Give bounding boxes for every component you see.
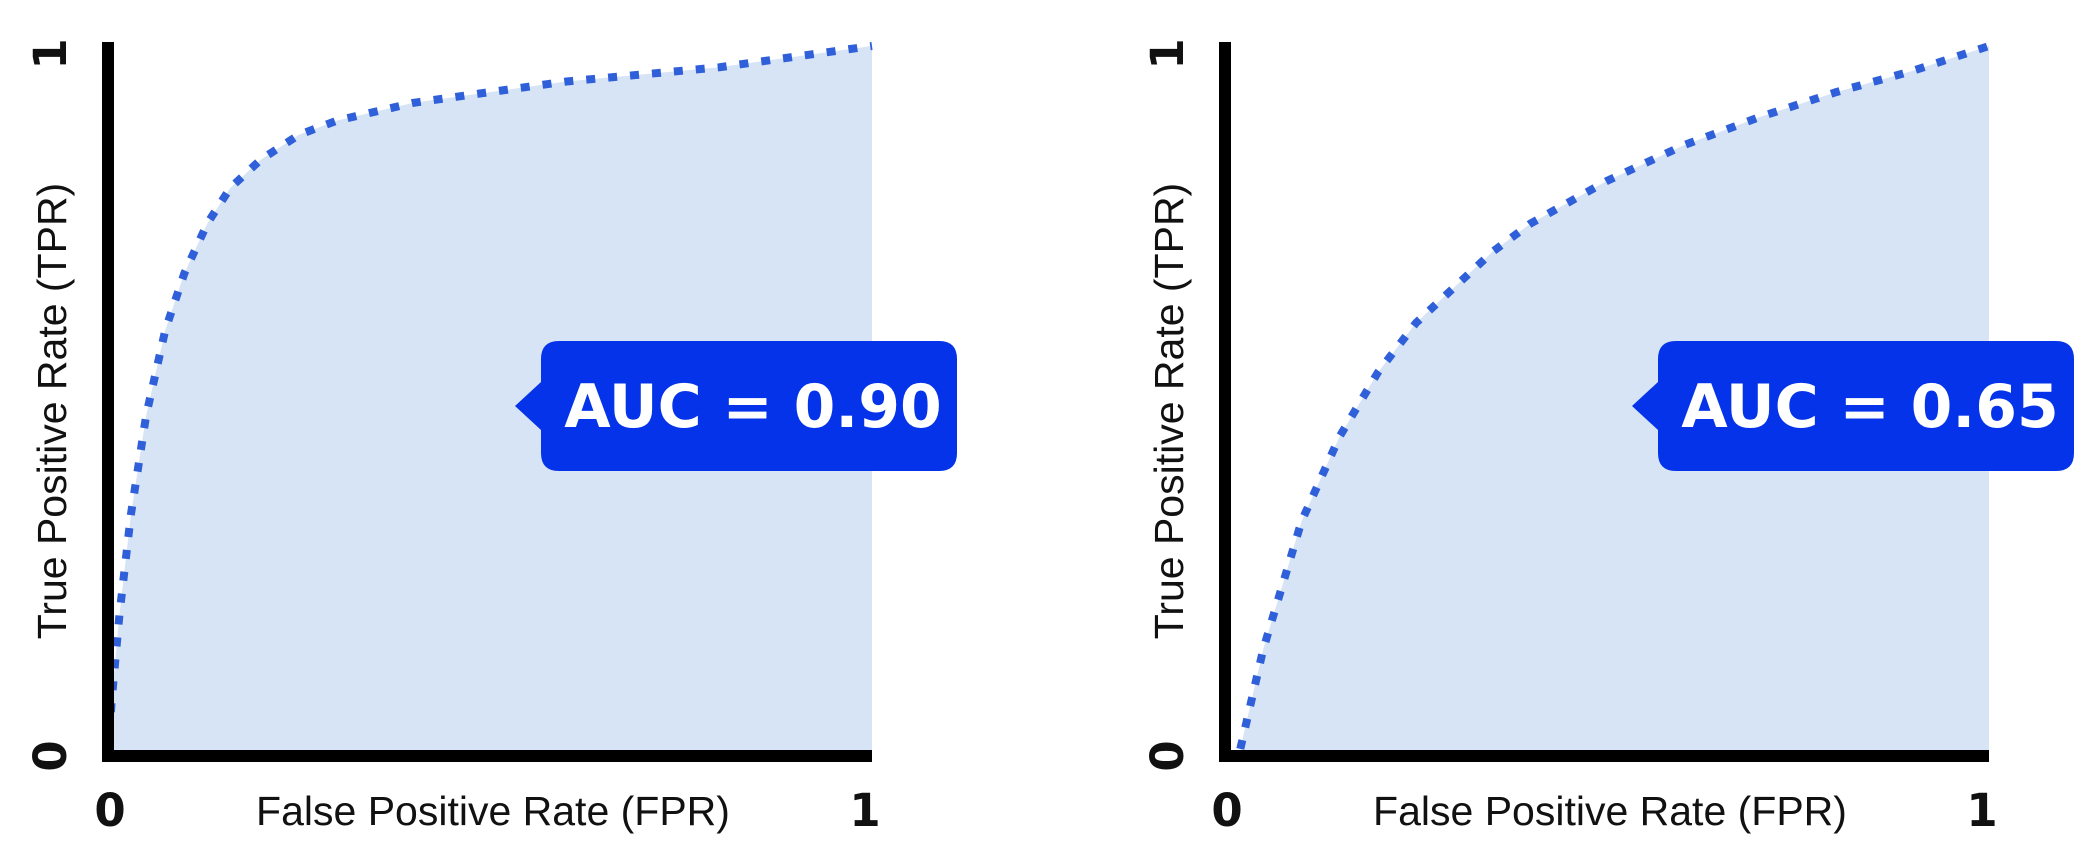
y-axis-title: True Positive Rate (TPR) — [1146, 183, 1192, 639]
auc-area-fill — [108, 46, 872, 756]
roc-panel-1: True Positive Rate (TPR) False Positive … — [24, 38, 957, 837]
y-axis-title: True Positive Rate (TPR) — [29, 183, 75, 639]
auc-label: AUC = 0.65 — [1681, 372, 2058, 442]
auc-callout-badge — [1632, 341, 2074, 471]
auc-area-fill — [1240, 46, 1989, 756]
roc-curve — [104, 42, 873, 757]
x-axis-title: False Positive Rate (FPR) — [1373, 788, 1847, 834]
y-tick-0: 0 — [24, 740, 77, 771]
x-tick-1: 1 — [1966, 784, 1997, 837]
y-tick-1: 1 — [1141, 38, 1194, 69]
roc-panel-2: True Positive Rate (TPR) False Positive … — [1141, 38, 2074, 837]
auc-callout-badge — [515, 341, 957, 471]
x-tick-1: 1 — [849, 784, 880, 837]
x-tick-0: 0 — [94, 784, 125, 837]
auc-label: AUC = 0.90 — [564, 372, 941, 442]
x-axis-title: False Positive Rate (FPR) — [256, 788, 730, 834]
roc-curve — [1236, 42, 1991, 750]
x-tick-0: 0 — [1211, 784, 1242, 837]
y-tick-1: 1 — [24, 38, 77, 69]
y-tick-0: 0 — [1141, 740, 1194, 771]
